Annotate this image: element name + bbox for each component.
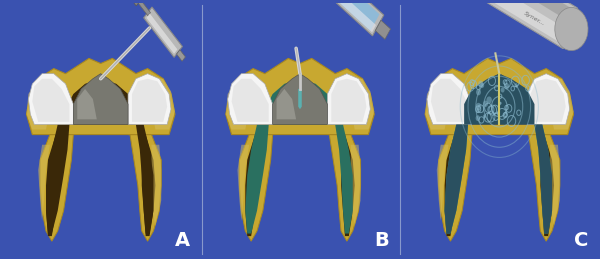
Polygon shape <box>28 74 73 124</box>
Bar <box>136 0 151 16</box>
Bar <box>376 20 391 39</box>
Text: B: B <box>374 231 389 250</box>
Polygon shape <box>128 135 161 241</box>
Polygon shape <box>476 89 496 119</box>
Polygon shape <box>427 74 472 124</box>
Circle shape <box>500 102 502 104</box>
Polygon shape <box>437 145 448 221</box>
Polygon shape <box>550 145 560 226</box>
Circle shape <box>555 8 588 51</box>
Polygon shape <box>26 79 50 130</box>
Polygon shape <box>527 135 560 241</box>
Polygon shape <box>328 135 361 241</box>
Bar <box>316 0 379 31</box>
Polygon shape <box>32 79 70 122</box>
Polygon shape <box>226 79 249 130</box>
Polygon shape <box>331 124 353 234</box>
Polygon shape <box>530 124 552 234</box>
Circle shape <box>483 100 488 107</box>
Polygon shape <box>351 79 374 130</box>
Polygon shape <box>128 74 171 124</box>
Circle shape <box>476 108 480 113</box>
Polygon shape <box>46 135 65 236</box>
Polygon shape <box>46 124 70 234</box>
Polygon shape <box>132 79 167 122</box>
Polygon shape <box>351 145 361 226</box>
Polygon shape <box>136 135 155 236</box>
Polygon shape <box>335 135 355 236</box>
Bar <box>131 0 143 6</box>
Polygon shape <box>439 135 472 241</box>
Bar <box>143 7 182 57</box>
Polygon shape <box>151 79 175 130</box>
Polygon shape <box>245 124 269 234</box>
Polygon shape <box>425 59 574 135</box>
Polygon shape <box>226 59 374 135</box>
FancyArrow shape <box>298 89 302 109</box>
Polygon shape <box>472 74 527 124</box>
Circle shape <box>483 114 486 118</box>
Circle shape <box>480 83 484 88</box>
Bar <box>314 0 376 32</box>
Polygon shape <box>65 79 136 124</box>
Bar <box>176 50 185 61</box>
Polygon shape <box>425 79 448 130</box>
Polygon shape <box>464 79 535 124</box>
Polygon shape <box>530 79 566 122</box>
Polygon shape <box>535 135 554 236</box>
Polygon shape <box>73 74 128 124</box>
Polygon shape <box>132 124 154 234</box>
Circle shape <box>476 89 481 95</box>
Polygon shape <box>445 135 464 236</box>
Polygon shape <box>238 145 249 221</box>
Polygon shape <box>527 74 569 124</box>
Text: A: A <box>175 231 190 250</box>
Polygon shape <box>431 79 468 122</box>
Polygon shape <box>272 74 328 124</box>
Circle shape <box>516 85 518 88</box>
Polygon shape <box>328 74 370 124</box>
Bar <box>146 13 178 54</box>
Polygon shape <box>38 145 50 221</box>
Polygon shape <box>550 79 574 130</box>
Polygon shape <box>445 124 468 234</box>
Polygon shape <box>228 74 272 124</box>
Polygon shape <box>232 79 269 122</box>
FancyBboxPatch shape <box>469 0 572 21</box>
FancyBboxPatch shape <box>461 0 566 43</box>
Polygon shape <box>530 124 552 234</box>
Circle shape <box>515 83 518 87</box>
Text: C: C <box>574 231 588 250</box>
Polygon shape <box>239 135 272 241</box>
Polygon shape <box>445 124 468 234</box>
Polygon shape <box>151 145 161 226</box>
Circle shape <box>501 88 505 92</box>
Circle shape <box>476 103 481 110</box>
Polygon shape <box>77 89 97 119</box>
Text: Syner...: Syner... <box>523 10 546 26</box>
Polygon shape <box>245 135 265 236</box>
Polygon shape <box>265 79 335 124</box>
Circle shape <box>478 81 484 87</box>
Circle shape <box>499 102 502 105</box>
Polygon shape <box>26 59 175 135</box>
Polygon shape <box>331 79 367 122</box>
Polygon shape <box>40 135 73 241</box>
Circle shape <box>476 115 480 121</box>
FancyBboxPatch shape <box>455 0 578 48</box>
Circle shape <box>487 96 492 104</box>
Circle shape <box>504 83 509 89</box>
Polygon shape <box>277 89 296 119</box>
Polygon shape <box>464 74 535 124</box>
Bar <box>312 0 384 36</box>
